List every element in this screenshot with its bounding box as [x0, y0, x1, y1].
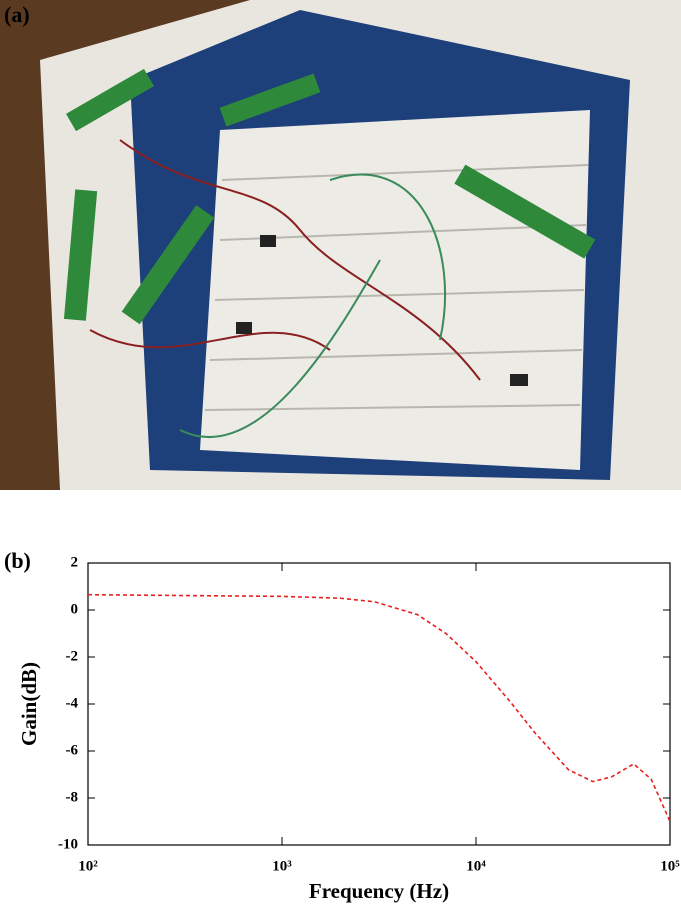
y-tick-label: -6 — [66, 742, 79, 758]
panel-label: (b) — [4, 548, 31, 573]
y-tick-label: 2 — [71, 554, 79, 570]
x-tick-label: 10³ — [272, 858, 292, 874]
y-tick-label: -2 — [66, 648, 79, 664]
x-tick-label: 10⁴ — [466, 858, 486, 874]
y-axis-label: Gain(dB) — [17, 662, 41, 746]
x-tick-label: 10² — [78, 858, 98, 874]
data-line — [87, 593, 671, 822]
y-tick-label: -8 — [66, 789, 79, 805]
y-tick-label: -4 — [66, 695, 79, 711]
y-tick-label: -10 — [58, 836, 78, 852]
plot-frame — [87, 562, 671, 846]
panel-label: (a) — [4, 2, 30, 27]
x-tick-label: 10⁵ — [660, 858, 680, 874]
x-axis-label: Frequency (Hz) — [309, 879, 449, 903]
y-tick-label: 0 — [71, 601, 79, 617]
photo — [0, 0, 681, 490]
